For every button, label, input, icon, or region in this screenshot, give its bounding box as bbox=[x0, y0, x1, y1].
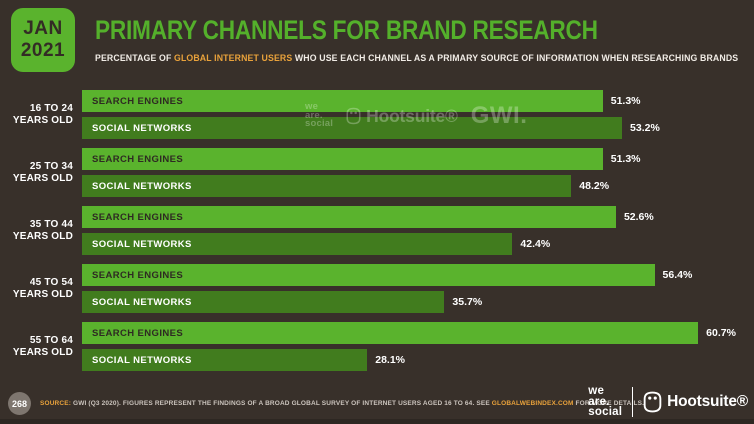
bar-value: 60.7% bbox=[706, 327, 736, 339]
was-logo-we: we bbox=[588, 385, 605, 397]
age-group-label: 35 TO 44 YEARS OLD bbox=[0, 219, 82, 243]
age-group-row: 45 TO 54 YEARS OLD SEARCH ENGINES 56.4% SOCI… bbox=[0, 264, 754, 313]
bar-social-networks: SOCIAL NETWORKS bbox=[82, 175, 572, 197]
hootsuite-logo-label: Hootsuite® bbox=[667, 392, 748, 410]
bar-label: SOCIAL NETWORKS bbox=[92, 296, 192, 308]
bar-search-engines: SEARCH ENGINES bbox=[82, 322, 699, 344]
bar-label: SOCIAL NETWORKS bbox=[92, 180, 192, 192]
age-range: 16 TO 24 bbox=[29, 102, 73, 114]
bar-search-engines: SEARCH ENGINES bbox=[82, 264, 655, 286]
bar-label: SEARCH ENGINES bbox=[92, 153, 184, 165]
logo-divider bbox=[632, 386, 634, 417]
subtitle-prefix: PERCENTAGE OF bbox=[95, 53, 175, 63]
bar-row-search-engines: SEARCH ENGINES 60.7% bbox=[82, 322, 754, 344]
bar-social-networks: SOCIAL NETWORKS bbox=[82, 233, 513, 255]
age-range: 55 TO 64 bbox=[29, 334, 73, 346]
bar-row-search-engines: SEARCH ENGINES 51.3% bbox=[82, 148, 754, 170]
page-title: PRIMARY CHANNELS FOR BRAND RESEARCH bbox=[95, 15, 598, 45]
bar-value: 51.3% bbox=[610, 153, 641, 165]
date-badge: JAN 2021 bbox=[11, 8, 75, 72]
date-badge-year: 2021 bbox=[20, 40, 66, 61]
was-logo-are: are. bbox=[588, 395, 610, 408]
age-group-row: 25 TO 34 YEARS OLD SEARCH ENGINES 51.3% SOCI… bbox=[0, 148, 754, 197]
bar-row-social-networks: SOCIAL NETWORKS 42.4% bbox=[82, 233, 754, 255]
age-group-row: 35 TO 44 YEARS OLD SEARCH ENGINES 52.6% SOCI… bbox=[0, 206, 754, 255]
footer: 268 SOURCE: GWI (Q3 2020). FIGURES REPRE… bbox=[0, 384, 754, 419]
bar-row-search-engines: SEARCH ENGINES 52.6% bbox=[82, 206, 754, 228]
bar-chart: 16 TO 24 YEARS OLD SEARCH ENGINES 51.3% SOCI… bbox=[0, 90, 754, 380]
bar-label: SEARCH ENGINES bbox=[92, 95, 184, 107]
subtitle: PERCENTAGE OF GLOBAL INTERNET USERS WHO … bbox=[95, 53, 738, 63]
hootsuite-owl-icon bbox=[643, 391, 662, 413]
bar-pair: SEARCH ENGINES 56.4% SOCIAL NETWORKS 35.7% bbox=[82, 264, 754, 313]
bar-pair: SEARCH ENGINES 60.7% SOCIAL NETWORKS 28.1% bbox=[82, 322, 754, 371]
date-badge-month: JAN bbox=[23, 18, 63, 39]
bar-social-networks: SOCIAL NETWORKS bbox=[82, 349, 368, 371]
header: PRIMARY CHANNELS FOR BRAND RESEARCH PERC… bbox=[95, 15, 745, 63]
age-suffix: YEARS OLD bbox=[12, 230, 73, 242]
age-group-label: 55 TO 64 YEARS OLD bbox=[0, 335, 82, 359]
bar-row-search-engines: SEARCH ENGINES 51.3% bbox=[82, 90, 754, 112]
source-note: SOURCE: GWI (Q3 2020). FIGURES REPRESENT… bbox=[40, 400, 644, 407]
source-text: GWI (Q3 2020). FIGURES REPRESENT THE FIN… bbox=[71, 400, 492, 407]
age-group-label: 16 TO 24 YEARS OLD bbox=[0, 103, 82, 127]
page-number-badge: 268 bbox=[8, 392, 31, 415]
bar-value: 42.4% bbox=[520, 238, 551, 250]
bar-label: SEARCH ENGINES bbox=[92, 211, 184, 223]
bar-label: SEARCH ENGINES bbox=[92, 327, 184, 339]
source-link: GLOBALWEBINDEX.COM bbox=[491, 400, 574, 407]
bar-value: 51.3% bbox=[610, 95, 641, 107]
age-suffix: YEARS OLD bbox=[12, 346, 73, 358]
we-are-social-logo: we are. social bbox=[588, 386, 622, 418]
bar-search-engines: SEARCH ENGINES bbox=[82, 148, 603, 170]
source-label: SOURCE: bbox=[40, 400, 72, 407]
bar-value: 56.4% bbox=[662, 269, 693, 281]
age-group-row: 16 TO 24 YEARS OLD SEARCH ENGINES 51.3% SOCI… bbox=[0, 90, 754, 139]
bar-label: SOCIAL NETWORKS bbox=[92, 122, 192, 134]
bar-row-social-networks: SOCIAL NETWORKS 28.1% bbox=[82, 349, 754, 371]
bar-value: 53.2% bbox=[630, 122, 660, 134]
bar-pair: SEARCH ENGINES 52.6% SOCIAL NETWORKS 42.4% bbox=[82, 206, 754, 255]
age-group-label: 25 TO 34 YEARS OLD bbox=[0, 161, 82, 185]
bar-value: 48.2% bbox=[579, 180, 610, 192]
age-range: 35 TO 44 bbox=[29, 218, 73, 230]
age-suffix: YEARS OLD bbox=[12, 114, 73, 126]
footer-logos: we are. social Hootsuite® bbox=[588, 386, 748, 418]
hootsuite-logo: Hootsuite® bbox=[643, 391, 748, 413]
bar-row-social-networks: SOCIAL NETWORKS 53.2% bbox=[82, 117, 754, 139]
bar-label: SEARCH ENGINES bbox=[92, 269, 184, 281]
age-group-row: 55 TO 64 YEARS OLD SEARCH ENGINES 60.7% SOCI… bbox=[0, 322, 754, 371]
bar-label: SOCIAL NETWORKS bbox=[92, 238, 192, 250]
subtitle-highlight: GLOBAL INTERNET USERS bbox=[174, 53, 293, 63]
subtitle-suffix: WHO USE EACH CHANNEL AS A PRIMARY SOURCE… bbox=[292, 53, 739, 63]
source-text-tail: FOR MORE DETAILS. bbox=[573, 400, 645, 407]
bar-social-networks: SOCIAL NETWORKS bbox=[82, 117, 623, 139]
age-group-label: 45 TO 54 YEARS OLD bbox=[0, 277, 82, 301]
age-suffix: YEARS OLD bbox=[12, 288, 73, 300]
age-range: 45 TO 54 bbox=[29, 276, 73, 288]
bar-value: 35.7% bbox=[452, 296, 483, 308]
was-logo-social: social bbox=[588, 406, 623, 418]
age-suffix: YEARS OLD bbox=[12, 172, 73, 184]
bar-pair: SEARCH ENGINES 51.3% SOCIAL NETWORKS 48.2% bbox=[82, 148, 754, 197]
bar-value: 52.6% bbox=[623, 211, 654, 223]
bottom-edge-strip bbox=[0, 419, 754, 424]
bar-social-networks: SOCIAL NETWORKS bbox=[82, 291, 445, 313]
bar-value: 28.1% bbox=[375, 354, 406, 366]
age-range: 25 TO 34 bbox=[29, 160, 73, 172]
bar-row-search-engines: SEARCH ENGINES 56.4% bbox=[82, 264, 754, 286]
bar-label: SOCIAL NETWORKS bbox=[92, 354, 192, 366]
bar-row-social-networks: SOCIAL NETWORKS 35.7% bbox=[82, 291, 754, 313]
bar-pair: SEARCH ENGINES 51.3% SOCIAL NETWORKS 53.2% bbox=[82, 90, 754, 139]
bar-row-social-networks: SOCIAL NETWORKS 48.2% bbox=[82, 175, 754, 197]
bar-search-engines: SEARCH ENGINES bbox=[82, 90, 603, 112]
bar-search-engines: SEARCH ENGINES bbox=[82, 206, 616, 228]
